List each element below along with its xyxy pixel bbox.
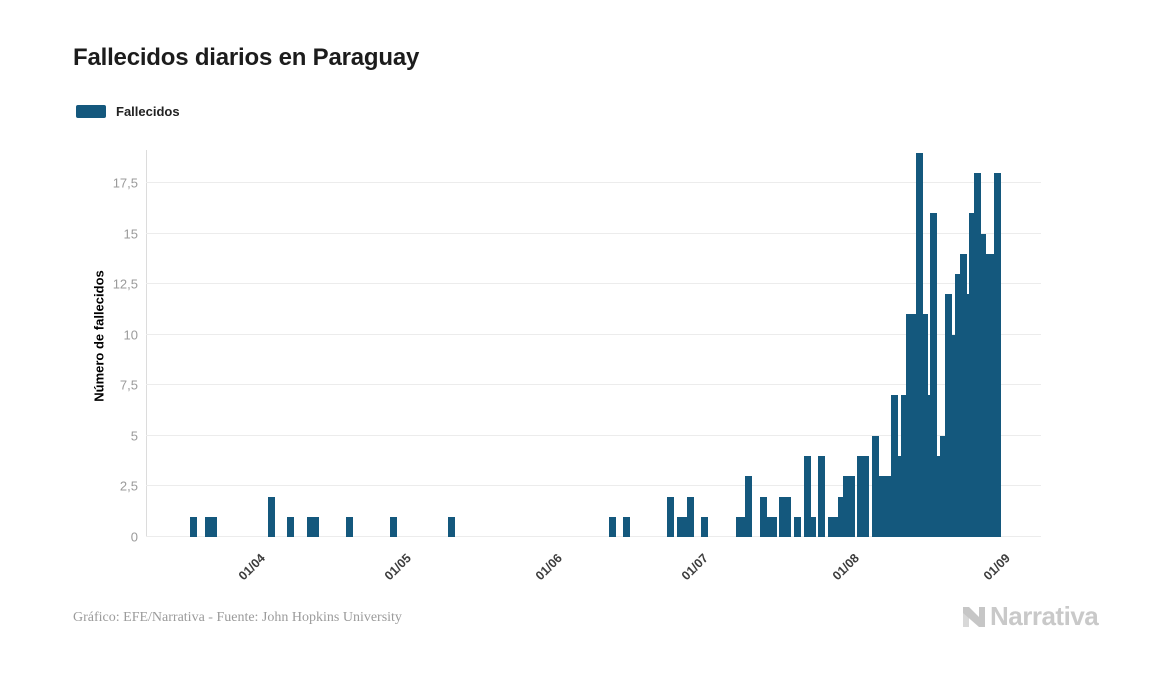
chart-bar[interactable] xyxy=(389,516,397,537)
y-tick-label: 0 xyxy=(130,529,138,545)
gridline-y-15 xyxy=(146,232,1041,234)
x-tick-label: 01/05 xyxy=(381,551,414,584)
gridline-y-10 xyxy=(146,333,1041,335)
chart-bar[interactable] xyxy=(901,395,909,537)
chart-bar[interactable] xyxy=(896,456,904,537)
chart-bar[interactable] xyxy=(608,516,616,537)
y-tick-label: 10 xyxy=(123,327,138,343)
chart-bar[interactable] xyxy=(759,496,767,537)
x-tick-label: 01/06 xyxy=(532,551,565,584)
chart-bar[interactable] xyxy=(969,213,977,537)
chart-bar[interactable] xyxy=(677,516,685,537)
chart-bar[interactable] xyxy=(983,253,991,537)
gridline-y-12.5 xyxy=(146,283,1041,285)
chart-bar[interactable] xyxy=(287,516,295,537)
chart-bar[interactable] xyxy=(190,516,198,537)
chart-bar[interactable] xyxy=(949,334,957,537)
chart-bar[interactable] xyxy=(930,213,938,537)
chart-bar[interactable] xyxy=(920,314,928,537)
chart-bar[interactable] xyxy=(769,516,777,537)
chart-bar[interactable] xyxy=(940,435,948,537)
gridline-y-0 xyxy=(146,536,1041,537)
gridline-y-5 xyxy=(146,434,1041,436)
chart-bar[interactable] xyxy=(954,274,962,537)
chart-bar[interactable] xyxy=(910,314,918,537)
chart-bar[interactable] xyxy=(818,456,826,537)
narrativa-logo-icon xyxy=(963,606,985,627)
chart-bar[interactable] xyxy=(905,314,913,537)
gridline-y-7.5 xyxy=(146,384,1041,386)
chart-bar[interactable] xyxy=(448,516,456,537)
chart-bar[interactable] xyxy=(881,476,889,537)
chart-bar[interactable] xyxy=(306,516,314,537)
chart-bar[interactable] xyxy=(959,253,967,537)
chart-bar[interactable] xyxy=(832,516,840,537)
chart-bar[interactable] xyxy=(871,435,879,537)
legend-label: Fallecidos xyxy=(116,104,180,119)
chart-bar[interactable] xyxy=(891,395,899,537)
chart-bar[interactable] xyxy=(886,476,894,537)
chart-bar[interactable] xyxy=(740,516,748,537)
chart-bar[interactable] xyxy=(979,233,986,537)
chart-bar[interactable] xyxy=(925,395,933,537)
y-tick-label: 5 xyxy=(130,428,138,444)
y-axis-line xyxy=(146,150,147,537)
chart-bar[interactable] xyxy=(993,172,1001,537)
chart-bar[interactable] xyxy=(623,516,631,537)
chart-bar[interactable] xyxy=(915,152,923,537)
chart-bar[interactable] xyxy=(847,476,855,537)
chart-bar[interactable] xyxy=(803,456,811,537)
chart-bar[interactable] xyxy=(964,294,972,537)
legend-item-fallecidos[interactable]: Fallecidos xyxy=(76,104,180,119)
gridline-y-17.5 xyxy=(146,181,1041,183)
chart-bar[interactable] xyxy=(735,516,743,537)
chart-bar[interactable] xyxy=(764,516,772,537)
chart-title: Fallecidos diarios en Paraguay xyxy=(73,44,420,71)
chart-bar[interactable] xyxy=(784,496,792,537)
chart-bar[interactable] xyxy=(862,456,870,537)
y-tick-label: 17,5 xyxy=(112,175,138,191)
chart-bar[interactable] xyxy=(793,516,801,537)
chart-bar[interactable] xyxy=(701,516,709,537)
plot-area xyxy=(146,150,1041,537)
y-tick-label: 2,5 xyxy=(119,478,138,494)
chart-bar[interactable] xyxy=(857,456,865,537)
chart-bar[interactable] xyxy=(944,294,952,537)
source-credit: Gráfico: EFE/Narrativa - Fuente: John Ho… xyxy=(73,610,402,625)
y-tick-label: 7,5 xyxy=(119,377,138,393)
y-tick-label: 15 xyxy=(123,226,138,242)
x-tick-label: 01/09 xyxy=(980,551,1014,584)
x-tick-label: 01/08 xyxy=(830,551,863,584)
chart-bar[interactable] xyxy=(345,516,353,537)
y-tick-label: 12,5 xyxy=(112,276,138,292)
narrativa-logo: Narrativa xyxy=(962,601,1099,632)
chart-bar[interactable] xyxy=(935,456,943,537)
chart-bar[interactable] xyxy=(686,496,694,537)
chart-bar[interactable] xyxy=(974,172,982,537)
chart-bar[interactable] xyxy=(667,496,675,537)
chart-bar[interactable] xyxy=(842,476,850,537)
gridline-y-2.5 xyxy=(146,485,1041,487)
chart-bar[interactable] xyxy=(876,476,884,537)
chart-bar[interactable] xyxy=(745,476,753,537)
chart-bar[interactable] xyxy=(681,516,689,537)
x-tick-label: 01/07 xyxy=(679,551,712,584)
chart-bar[interactable] xyxy=(779,496,787,537)
chart-bar[interactable] xyxy=(828,516,836,537)
chart-bar[interactable] xyxy=(311,516,319,537)
x-tick-label: 01/04 xyxy=(235,551,268,584)
chart-bar[interactable] xyxy=(808,516,816,537)
narrativa-logo-text: Narrativa xyxy=(990,601,1099,631)
chart-bar[interactable] xyxy=(209,516,217,537)
chart-bar[interactable] xyxy=(204,516,212,537)
chart-bar[interactable] xyxy=(267,496,275,537)
chart-bar[interactable] xyxy=(988,253,996,537)
legend-swatch xyxy=(76,105,106,118)
chart-bar[interactable] xyxy=(837,496,845,537)
